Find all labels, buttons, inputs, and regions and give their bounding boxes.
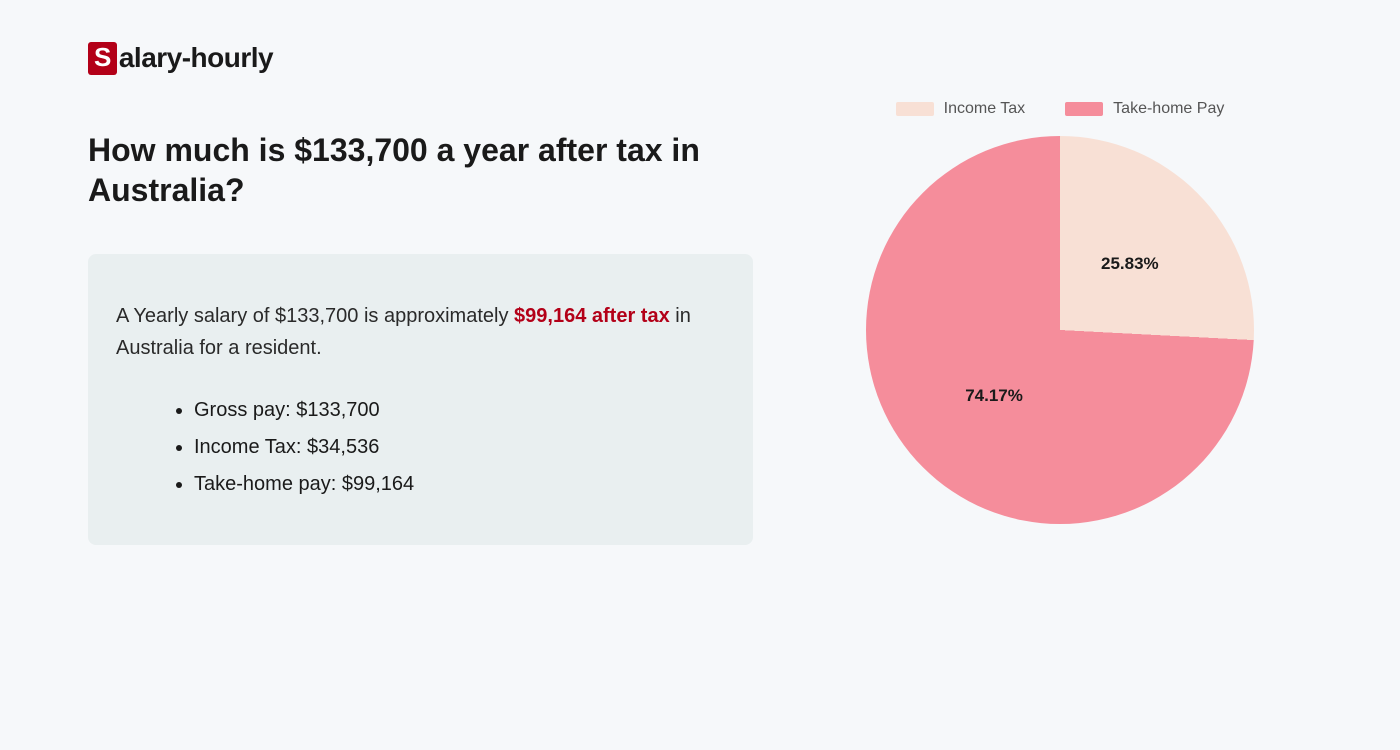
site-logo: Salary-hourly: [88, 42, 273, 75]
pie-label-takehome: 74.17%: [965, 386, 1023, 406]
page-title: How much is $133,700 a year after tax in…: [88, 130, 753, 210]
bullet-gross: Gross pay: $133,700: [194, 392, 725, 429]
legend-label-tax: Income Tax: [944, 100, 1026, 118]
pie-holder: 25.83% 74.17%: [866, 136, 1254, 524]
logo-badge: S: [88, 42, 117, 75]
legend-label-takehome: Take-home Pay: [1113, 100, 1224, 118]
pie-chart: [866, 136, 1254, 524]
bullet-tax: Income Tax: $34,536: [194, 429, 725, 466]
bullet-takehome: Take-home pay: $99,164: [194, 466, 725, 503]
main-content: How much is $133,700 a year after tax in…: [88, 130, 753, 545]
summary-box: A Yearly salary of $133,700 is approxima…: [88, 254, 753, 545]
legend-swatch-tax: [896, 102, 934, 116]
summary-prefix: A Yearly salary of $133,700 is approxima…: [116, 305, 514, 327]
pie-chart-container: Income Tax Take-home Pay 25.83% 74.17%: [830, 100, 1290, 524]
pie-label-tax: 25.83%: [1101, 254, 1159, 274]
legend-swatch-takehome: [1065, 102, 1103, 116]
chart-legend: Income Tax Take-home Pay: [830, 100, 1290, 118]
legend-item-takehome: Take-home Pay: [1065, 100, 1224, 118]
legend-item-tax: Income Tax: [896, 100, 1026, 118]
summary-bullets: Gross pay: $133,700 Income Tax: $34,536 …: [116, 392, 725, 503]
summary-highlight: $99,164 after tax: [514, 305, 670, 327]
logo-text: alary-hourly: [119, 42, 273, 74]
summary-sentence: A Yearly salary of $133,700 is approxima…: [116, 300, 725, 364]
